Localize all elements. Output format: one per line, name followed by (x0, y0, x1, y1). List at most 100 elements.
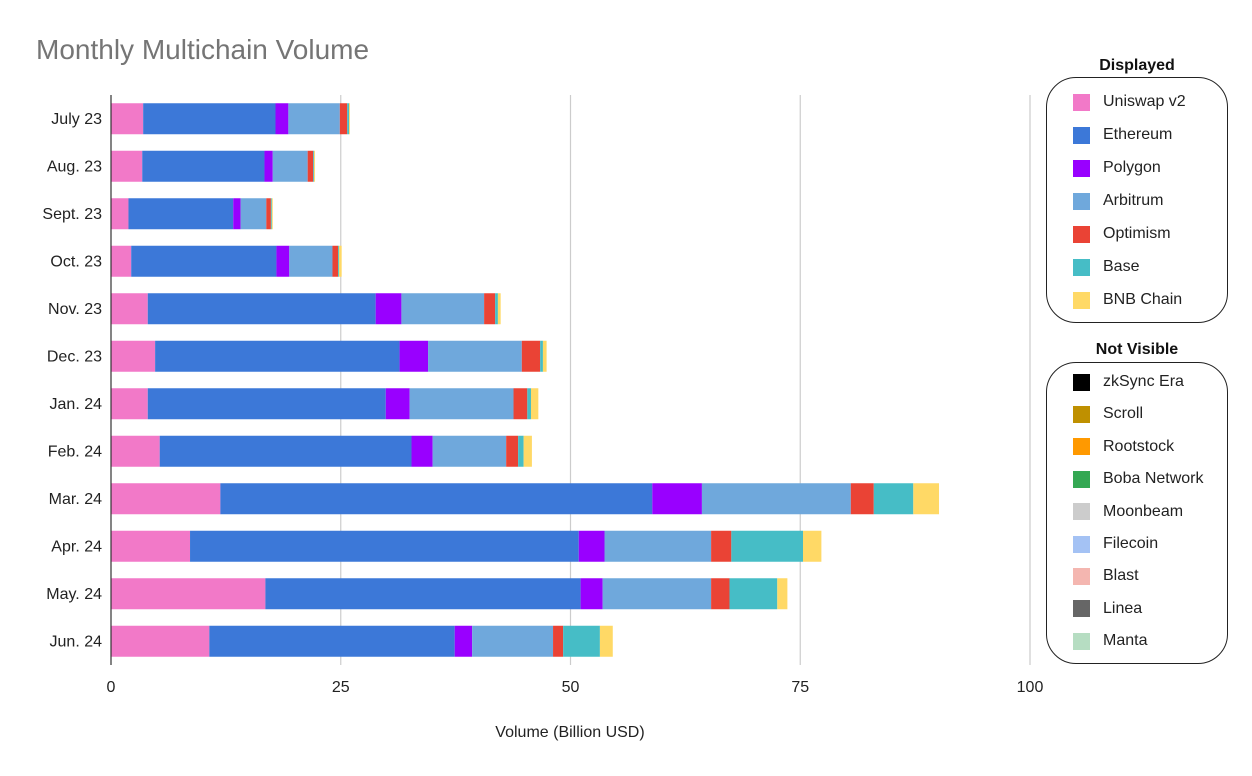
bar-segment (411, 435, 433, 467)
y-tick-label: Aug. 23 (47, 158, 102, 175)
x-tick-label: 100 (1017, 679, 1044, 696)
bar-segment (409, 388, 514, 420)
bar-segment (349, 103, 350, 135)
bar-segment (339, 103, 348, 135)
legend-label: Linea (1103, 599, 1143, 617)
bar-segment (111, 530, 191, 562)
legend-label: Uniswap v2 (1103, 93, 1186, 110)
axes: 0 25 50 75 100 July 23 Aug. 23 Sept. 23 Oct. 23 N… (42, 95, 1043, 696)
bar-segment (272, 150, 308, 182)
bar-segment (513, 388, 528, 420)
bar-segment (307, 150, 314, 182)
bar-segment (111, 293, 148, 325)
bar-segment (111, 340, 156, 372)
y-tick-label: Dec. 23 (47, 348, 102, 365)
y-tick-label: Jan. 24 (50, 396, 103, 413)
legend-displayed-item[interactable]: Uniswap v2 (1073, 92, 1186, 112)
bar-segment (527, 388, 531, 420)
bar-segment (209, 625, 455, 657)
bar-segment (604, 530, 712, 562)
legend-hidden-item[interactable]: Scroll (1073, 404, 1143, 424)
legend-displayed-item[interactable]: Polygon (1073, 158, 1161, 178)
y-tick-label: July 23 (51, 111, 102, 128)
legend-displayed-heading: Displayed (1099, 57, 1175, 74)
bar-segment (264, 150, 273, 182)
bar-segment (428, 340, 522, 372)
x-tick-label: 0 (107, 679, 116, 696)
bar-segment (399, 340, 429, 372)
x-axis-title: Volume (Billion USD) (495, 724, 644, 741)
legend-label: Base (1103, 258, 1140, 275)
bar-segment (147, 293, 376, 325)
legend-swatch (1073, 503, 1090, 521)
legend-hidden-item[interactable]: Rootstock (1073, 437, 1174, 457)
bar-segment (313, 150, 315, 182)
bar-segment (332, 245, 338, 277)
bar-segment (347, 103, 350, 135)
legend-displayed-item[interactable]: Base (1073, 257, 1139, 277)
bar-segment (652, 483, 702, 515)
legend-swatch (1073, 405, 1090, 423)
legend-swatch (1073, 291, 1090, 309)
bar-segment (523, 435, 532, 467)
bar-segment (711, 530, 732, 562)
bar-segment (128, 198, 234, 230)
bar-segment (111, 103, 144, 135)
bar-segment (495, 293, 498, 325)
y-tick-label: Apr. 24 (51, 538, 102, 555)
legend-swatch (1073, 258, 1090, 276)
legend-label: Arbitrum (1103, 192, 1164, 209)
bar-segment (472, 625, 554, 657)
legend-displayed: Uniswap v2 Ethereum Polygon Arbitrum Optimis… (1046, 77, 1228, 323)
bar-segment (337, 245, 339, 277)
legend-swatch (1073, 438, 1090, 456)
legend-hidden-heading: Not Visible (1095, 341, 1179, 358)
bar-segment (233, 198, 241, 230)
bar-segment (275, 103, 289, 135)
legend-swatch (1073, 192, 1090, 210)
y-tick-label: Oct. 23 (50, 253, 102, 270)
legend-hidden-item[interactable]: Linea (1073, 599, 1142, 619)
bar-segment (777, 578, 788, 610)
legend-hidden-item[interactable]: Filecoin (1073, 534, 1158, 554)
bar-segment (155, 340, 400, 372)
bar-segment (729, 578, 778, 610)
legend-label: Boba Network (1103, 470, 1204, 488)
bar-segment (111, 198, 129, 230)
bar-segment (578, 530, 605, 562)
legend-label: Optimism (1103, 225, 1171, 242)
legend-swatch (1073, 470, 1090, 488)
bar-segment (147, 388, 386, 420)
bar-segment (159, 435, 412, 467)
legend-hidden-item[interactable]: Blast (1073, 566, 1139, 586)
bar-segment (143, 103, 276, 135)
bar-segment (111, 483, 221, 515)
legend-displayed-item[interactable]: Arbitrum (1073, 191, 1163, 211)
legend-displayed-item[interactable]: Optimism (1073, 224, 1171, 244)
bar-segment (521, 340, 541, 372)
bar-segment (111, 435, 160, 467)
bar-segment (385, 388, 410, 420)
bar-segment (913, 483, 940, 515)
bar-segment (454, 625, 473, 657)
legend-hidden-item[interactable]: Boba Network (1073, 469, 1204, 489)
bar-segment (530, 388, 539, 420)
bar-segment (602, 578, 712, 610)
y-tick-label: May. 24 (46, 586, 102, 603)
legend-label: Scroll (1103, 405, 1144, 423)
legend-hidden-item[interactable]: Moonbeam (1073, 502, 1183, 522)
bar-segment (701, 483, 851, 515)
bar-segment (131, 245, 277, 277)
bar-segment (271, 198, 273, 230)
bar-segment (580, 578, 603, 610)
bar-segment (314, 150, 316, 182)
legend-displayed-item[interactable]: Ethereum (1073, 125, 1172, 145)
legend-displayed-item[interactable]: BNB Chain (1073, 290, 1182, 310)
bar-segment (142, 150, 265, 182)
bar-segment (432, 435, 507, 467)
legend-label: Moonbeam (1103, 502, 1184, 520)
legend-hidden-item[interactable]: Manta (1073, 631, 1147, 651)
bar-segment (240, 198, 267, 230)
legend-hidden-item[interactable]: zkSync Era (1073, 372, 1184, 392)
